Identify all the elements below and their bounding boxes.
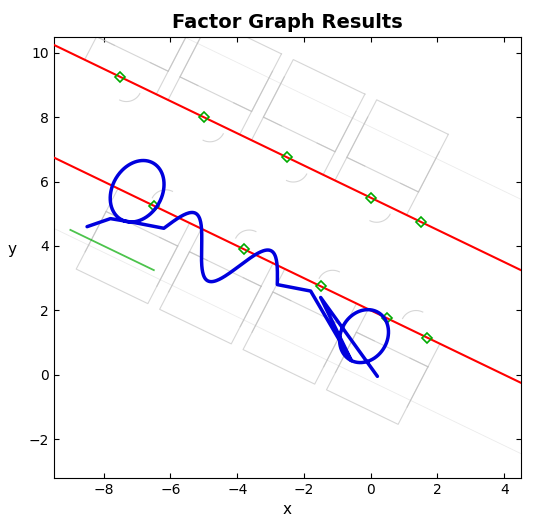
- Y-axis label: y: y: [8, 242, 16, 257]
- X-axis label: x: x: [283, 502, 292, 517]
- Title: Factor Graph Results: Factor Graph Results: [172, 14, 403, 33]
